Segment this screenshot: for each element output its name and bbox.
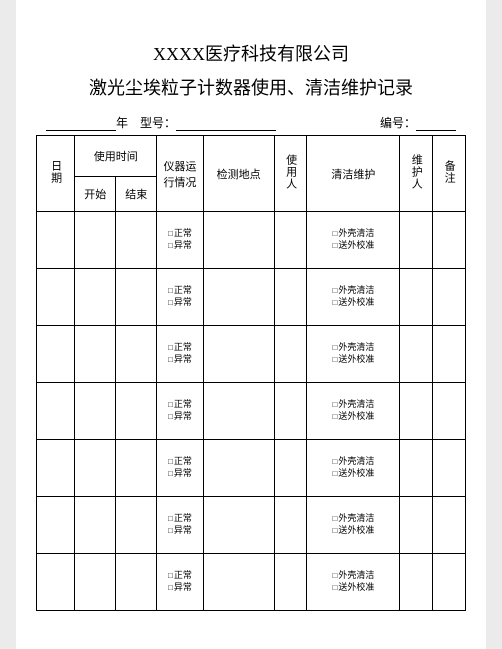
table-row: □正常□异常 □外壳清洁□送外校准 [37, 497, 466, 554]
cell-start[interactable] [75, 326, 116, 383]
cell-status[interactable]: □正常□异常 [157, 383, 203, 440]
cell-status[interactable]: □正常□异常 [157, 269, 203, 326]
cell-maint[interactable]: □外壳清洁□送外校准 [307, 554, 400, 611]
cell-maint[interactable]: □外壳清洁□送外校准 [307, 440, 400, 497]
cell-maintainer[interactable] [400, 326, 433, 383]
cell-user[interactable] [274, 269, 307, 326]
table-row: □正常□异常 □外壳清洁□送外校准 [37, 269, 466, 326]
cell-remark[interactable] [433, 212, 466, 269]
th-status: 仪器运行情况 [157, 136, 203, 212]
page: XXXX医疗科技有限公司 激光尘埃粒子计数器使用、清洁维护记录 年 型号： 编号… [16, 0, 486, 649]
th-location: 检测地点 [203, 136, 274, 212]
table-row: □正常□异常 □外壳清洁□送外校准 [37, 383, 466, 440]
cell-date[interactable] [37, 440, 75, 497]
cell-start[interactable] [75, 440, 116, 497]
cell-location[interactable] [203, 269, 274, 326]
cell-location[interactable] [203, 554, 274, 611]
th-end: 结束 [116, 177, 157, 212]
cell-start[interactable] [75, 554, 116, 611]
cell-maintainer[interactable] [400, 554, 433, 611]
cell-status[interactable]: □正常□异常 [157, 326, 203, 383]
cell-date[interactable] [37, 383, 75, 440]
cell-location[interactable] [203, 383, 274, 440]
cell-maintainer[interactable] [400, 383, 433, 440]
record-table: 日期 使用时间 仪器运行情况 检测地点 使用人 清洁维护 维护人 备注 开始 结… [36, 135, 466, 611]
cell-end[interactable] [116, 554, 157, 611]
cell-user[interactable] [274, 440, 307, 497]
table-row: □正常□异常 □外壳清洁□送外校准 [37, 212, 466, 269]
cell-end[interactable] [116, 497, 157, 554]
model-label: 型号： [140, 114, 176, 131]
cell-location[interactable] [203, 497, 274, 554]
cell-end[interactable] [116, 212, 157, 269]
cell-status[interactable]: □正常□异常 [157, 440, 203, 497]
th-date: 日期 [37, 136, 75, 212]
cell-maintainer[interactable] [400, 212, 433, 269]
cell-maint[interactable]: □外壳清洁□送外校准 [307, 212, 400, 269]
cell-date[interactable] [37, 269, 75, 326]
th-user: 使用人 [274, 136, 307, 212]
cell-start[interactable] [75, 383, 116, 440]
cell-end[interactable] [116, 326, 157, 383]
table-body: □正常□异常 □外壳清洁□送外校准 □正常□异常 □外壳清洁□送外校准 □正常□异常 □外… [37, 212, 466, 611]
cell-end[interactable] [116, 440, 157, 497]
cell-status[interactable]: □正常□异常 [157, 554, 203, 611]
cell-status[interactable]: □正常□异常 [157, 497, 203, 554]
table-row: □正常□异常 □外壳清洁□送外校准 [37, 440, 466, 497]
cell-maint[interactable]: □外壳清洁□送外校准 [307, 326, 400, 383]
th-maintainer: 维护人 [400, 136, 433, 212]
th-maint: 清洁维护 [307, 136, 400, 212]
cell-user[interactable] [274, 326, 307, 383]
cell-location[interactable] [203, 212, 274, 269]
cell-remark[interactable] [433, 326, 466, 383]
cell-user[interactable] [274, 383, 307, 440]
serial-blank[interactable] [416, 130, 456, 131]
cell-remark[interactable] [433, 497, 466, 554]
meta-row: 年 型号： 编号： [36, 114, 466, 131]
cell-status[interactable]: □正常□异常 [157, 212, 203, 269]
cell-maintainer[interactable] [400, 269, 433, 326]
cell-date[interactable] [37, 212, 75, 269]
cell-location[interactable] [203, 326, 274, 383]
th-start: 开始 [75, 177, 116, 212]
cell-date[interactable] [37, 326, 75, 383]
doc-title: 激光尘埃粒子计数器使用、清洁维护记录 [36, 74, 466, 100]
company-title: XXXX医疗科技有限公司 [36, 40, 466, 66]
table-row: □正常□异常 □外壳清洁□送外校准 [37, 554, 466, 611]
cell-start[interactable] [75, 269, 116, 326]
cell-end[interactable] [116, 383, 157, 440]
cell-maint[interactable]: □外壳清洁□送外校准 [307, 497, 400, 554]
cell-start[interactable] [75, 497, 116, 554]
cell-remark[interactable] [433, 269, 466, 326]
cell-user[interactable] [274, 497, 307, 554]
year-label: 年 [116, 114, 128, 131]
table-row: □正常□异常 □外壳清洁□送外校准 [37, 326, 466, 383]
cell-maintainer[interactable] [400, 440, 433, 497]
cell-start[interactable] [75, 212, 116, 269]
cell-user[interactable] [274, 554, 307, 611]
serial-label: 编号： [380, 114, 416, 131]
cell-maint[interactable]: □外壳清洁□送外校准 [307, 383, 400, 440]
year-blank[interactable] [46, 130, 116, 131]
cell-user[interactable] [274, 212, 307, 269]
cell-maintainer[interactable] [400, 497, 433, 554]
model-blank[interactable] [176, 130, 276, 131]
cell-end[interactable] [116, 269, 157, 326]
cell-date[interactable] [37, 554, 75, 611]
th-remark: 备注 [433, 136, 466, 212]
cell-remark[interactable] [433, 440, 466, 497]
cell-location[interactable] [203, 440, 274, 497]
cell-remark[interactable] [433, 383, 466, 440]
cell-date[interactable] [37, 497, 75, 554]
th-usetime: 使用时间 [75, 136, 157, 177]
cell-maint[interactable]: □外壳清洁□送外校准 [307, 269, 400, 326]
cell-remark[interactable] [433, 554, 466, 611]
